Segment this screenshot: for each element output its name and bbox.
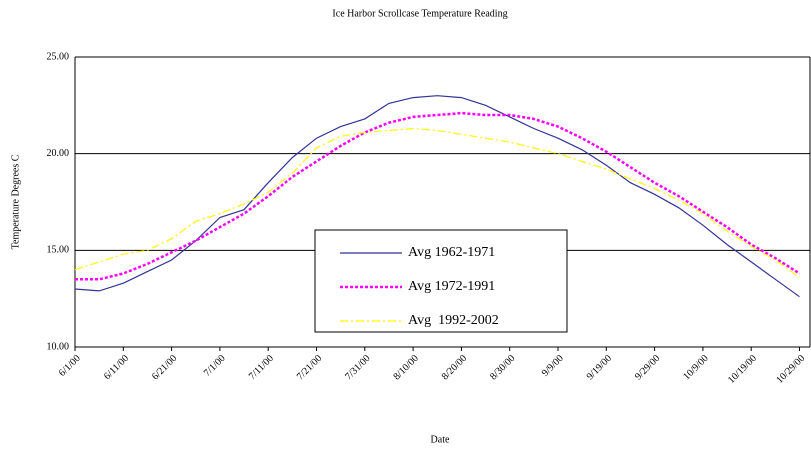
legend-label: Avg 1972-1991 bbox=[408, 279, 495, 294]
x-tick-label: 6/1/00 bbox=[57, 353, 83, 379]
x-tick-label: 7/1/00 bbox=[202, 353, 228, 379]
y-tick-label: 15.00 bbox=[47, 245, 70, 256]
x-tick-label: 7/21/00 bbox=[295, 353, 324, 382]
x-tick-label: 10/9/00 bbox=[681, 353, 710, 382]
x-tick-label: 10/19/00 bbox=[726, 353, 759, 386]
x-tick-label: 6/21/00 bbox=[150, 353, 179, 382]
y-tick-label: 20.00 bbox=[47, 148, 70, 159]
legend-label: Avg 1992-2002 bbox=[408, 313, 499, 328]
series-line bbox=[74, 127, 800, 278]
legend-box bbox=[314, 229, 568, 333]
x-tick-label: 8/20/00 bbox=[440, 353, 469, 382]
x-axis-label: Date bbox=[431, 434, 450, 445]
y-tick-label: 25.00 bbox=[47, 51, 70, 62]
legend-label: Avg 1962-1971 bbox=[408, 245, 495, 260]
x-tick-label: 8/10/00 bbox=[391, 353, 420, 382]
x-tick-label: 8/30/00 bbox=[488, 353, 517, 382]
chart-title: Ice Harbor Scrollcase Temperature Readin… bbox=[332, 8, 507, 19]
y-tick-label: 10.00 bbox=[47, 341, 70, 352]
x-tick-label: 7/11/00 bbox=[247, 353, 276, 382]
legend: Avg 1962-1971 Avg 1972-1991 Avg 1992-2002 bbox=[314, 229, 568, 333]
x-tick-label: 7/31/00 bbox=[343, 353, 372, 382]
x-tick-label: 6/11/00 bbox=[102, 353, 131, 382]
series-line bbox=[74, 95, 800, 298]
series-line bbox=[75, 111, 801, 281]
x-tick-label: 9/19/00 bbox=[585, 353, 614, 382]
x-tick-label: 10/29/00 bbox=[774, 353, 807, 386]
y-axis-label: Temperature Degrees C bbox=[10, 154, 21, 249]
x-tick-label: 9/9/00 bbox=[540, 353, 566, 379]
x-tick-label: 9/29/00 bbox=[633, 353, 662, 382]
